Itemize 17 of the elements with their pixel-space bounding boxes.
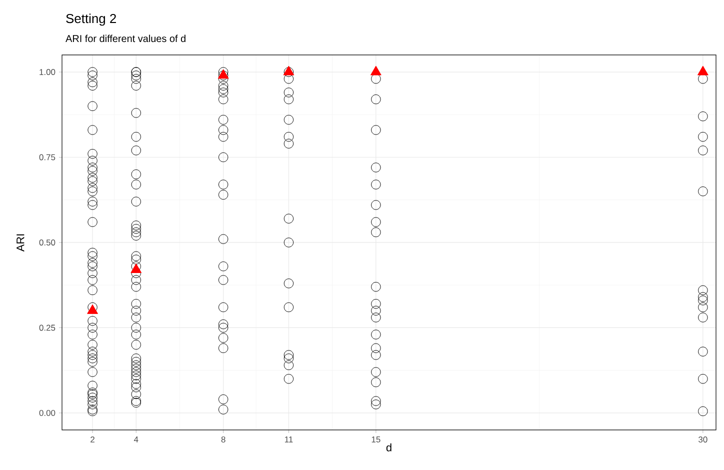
y-axis-title: ARI <box>16 234 24 252</box>
x-tick-label: 4 <box>134 436 138 442</box>
y-tick-label: 0.75 <box>39 154 56 160</box>
x-tick-label: 11 <box>284 436 293 442</box>
chart-subtitle: ARI for different values of d <box>66 34 186 42</box>
y-tick-label: 0.50 <box>39 239 56 246</box>
point <box>697 66 708 76</box>
x-axis-title: d <box>386 443 392 452</box>
x-tick-label: 15 <box>372 436 380 442</box>
y-tick-label: 0.00 <box>39 410 56 416</box>
y-tick-label: 1.00 <box>40 69 56 76</box>
point <box>370 66 382 76</box>
chart-title: Setting 2 <box>66 14 116 26</box>
x-tick-label: 2 <box>90 436 94 442</box>
x-tick-label: 30 <box>698 436 708 442</box>
x-tick-label: 8 <box>221 436 226 442</box>
y-tick-label: 0.25 <box>39 324 56 331</box>
